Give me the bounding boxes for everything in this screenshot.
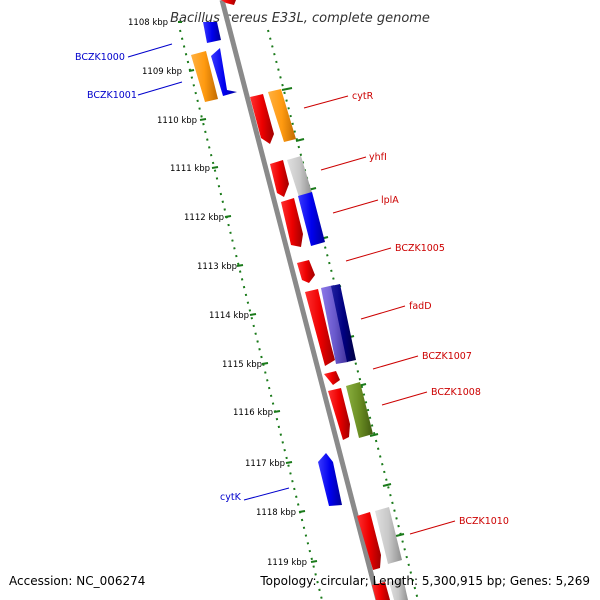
leader-line (137, 81, 183, 96)
gene-label-fadd[interactable]: fadD (409, 301, 432, 312)
gene-label-bczk1001[interactable]: BCZK1001 (87, 90, 137, 101)
major-tick (273, 410, 281, 413)
gene-label-yhfi[interactable]: yhfI (369, 152, 387, 163)
major-tick (236, 264, 244, 267)
gene-arrow-fadd-purple[interactable] (321, 285, 348, 364)
gene-label-bczk1010[interactable]: BCZK1010 (459, 516, 509, 527)
major-tick (369, 433, 379, 437)
genome-summary-text: Topology: circular; Length: 5,300,915 bp… (259, 574, 590, 588)
genome-backbone (219, 0, 381, 600)
gene-label-cytr[interactable]: cytR (352, 91, 374, 102)
leader-line (332, 199, 379, 214)
major-tick (199, 118, 207, 121)
major-tick (249, 313, 257, 316)
gene-arrow-bczk1000[interactable] (203, 22, 221, 43)
gene-arrow-bczk1001[interactable] (191, 51, 218, 102)
gene-arrow-bottom-gray[interactable] (389, 578, 408, 600)
major-ticks (178, 21, 405, 563)
major-tick (285, 461, 293, 464)
map-title: Bacillus cereus E33L, complete genome (170, 11, 430, 26)
scale-label: 1119 kbp (267, 558, 307, 568)
gene-arrow-yhfi-gray[interactable] (287, 156, 312, 197)
gene-leader-lines (127, 43, 456, 535)
scale-label: 1115 kbp (222, 360, 262, 370)
scale-label: 1116 kbp (233, 408, 273, 418)
gene-arrow-blue-2[interactable] (211, 48, 237, 96)
scale-label: 1112 kbp (184, 213, 224, 223)
gene-arrow-yhfi[interactable] (270, 160, 289, 197)
major-tick (298, 510, 306, 513)
gene-arrow-top-red[interactable] (221, 0, 236, 5)
scale-label: 1114 kbp (209, 311, 249, 321)
major-tick (188, 69, 195, 72)
gene-arrow-lpla[interactable] (281, 198, 303, 247)
inner-guide-line (179, 29, 323, 600)
gene-arrow-lpla-blue[interactable] (298, 192, 325, 246)
gene-arrow-fadd-navy[interactable] (331, 284, 356, 362)
gene-arrow-bczk1008-olive[interactable] (346, 382, 373, 438)
major-tick (395, 533, 405, 537)
scale-label: 1118 kbp (256, 508, 296, 518)
leader-line (360, 305, 406, 320)
gene-arrow-bottom-red[interactable] (372, 582, 390, 600)
scale-label: 1111 kbp (170, 164, 210, 174)
gene-label-bczk1000[interactable]: BCZK1000 (75, 52, 125, 63)
gene-label-lpla[interactable]: lplA (381, 195, 399, 206)
gene-arrow-bczk1010-gray[interactable] (375, 507, 402, 564)
major-tick (295, 138, 305, 142)
gene-arrow-bczk1005[interactable] (297, 260, 315, 283)
leader-line (409, 520, 456, 535)
leader-line (303, 95, 349, 109)
scale-label: 1113 kbp (197, 262, 237, 272)
gene-arrow-fadd[interactable] (305, 289, 335, 366)
scale-label: 1108 kbp (128, 18, 168, 28)
leader-line (381, 391, 428, 406)
scale-labels: 1108 kbp 1109 kbp 1110 kbp 1111 kbp 1112… (128, 18, 307, 568)
accession-text: Accession: NC_006274 (9, 574, 145, 588)
gene-label-bczk1007[interactable]: BCZK1007 (422, 351, 472, 362)
forward-strand-genes (221, 0, 408, 600)
leader-line (345, 247, 392, 262)
gene-arrow-bczk1007[interactable] (324, 371, 340, 385)
gene-arrow-bczk1008[interactable] (328, 388, 350, 440)
scale-label: 1117 kbp (245, 459, 285, 469)
major-tick (382, 483, 392, 487)
gene-labels: BCZK1000 BCZK1001 cytR yhfI lplA BCZK100… (75, 52, 509, 527)
gene-label-bczk1005[interactable]: BCZK1005 (395, 243, 445, 254)
major-tick (224, 215, 232, 218)
leader-line (372, 355, 419, 370)
gene-arrow-cytr-orange[interactable] (268, 89, 296, 142)
leader-line (320, 156, 367, 171)
gene-arrow-cytr[interactable] (250, 94, 274, 144)
major-tick (310, 560, 318, 563)
major-tick (281, 87, 293, 91)
gene-label-cytk[interactable]: cytK (220, 492, 242, 503)
scale-label: 1109 kbp (142, 67, 182, 77)
leader-line (243, 487, 290, 501)
leader-line (127, 43, 173, 58)
gene-label-bczk1008[interactable]: BCZK1008 (431, 387, 481, 398)
major-tick (261, 362, 269, 365)
reverse-strand-genes (191, 22, 342, 506)
gene-arrow-bczk1010[interactable] (357, 512, 381, 570)
scale-label: 1110 kbp (157, 116, 197, 126)
major-tick (211, 166, 219, 169)
gene-arrow-cytk[interactable] (318, 453, 342, 506)
